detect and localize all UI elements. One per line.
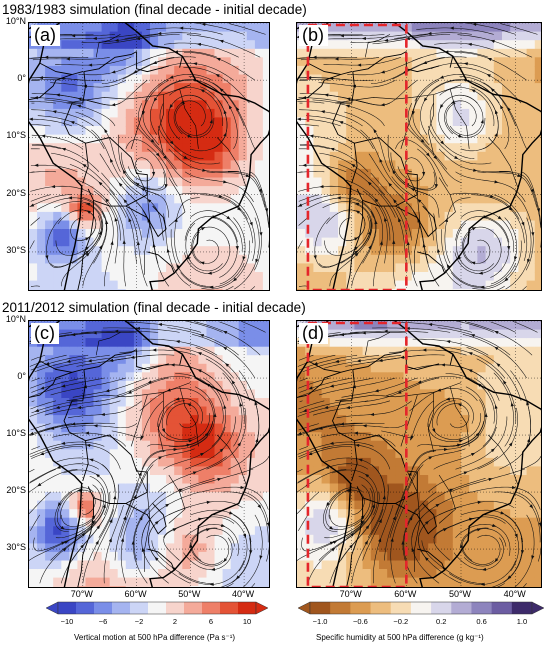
country-borders bbox=[297, 51, 454, 290]
colorbar-tick: 0.2 bbox=[435, 617, 447, 626]
lat-label: 30°S bbox=[6, 542, 26, 553]
lon-label: 50°W bbox=[178, 589, 201, 599]
colorbar-tick: −0.6 bbox=[353, 617, 368, 626]
rivers bbox=[335, 332, 519, 572]
rivers bbox=[335, 34, 519, 275]
region-highlight-box bbox=[306, 321, 408, 587]
country-borders bbox=[29, 349, 183, 587]
shaded-field bbox=[29, 321, 269, 587]
vertical-motion-colorbar: −10 −6 −2 2 6 10 Vertical motion at 500 hPa d… bbox=[45, 598, 269, 646]
gridlines bbox=[29, 23, 269, 290]
colorbar-tick: −6 bbox=[98, 617, 108, 626]
lon-label: 40°W bbox=[232, 589, 255, 599]
colorbar-tick: 10 bbox=[242, 617, 252, 626]
map-panel-a: (a) bbox=[28, 22, 270, 291]
lon-label: 60°W bbox=[124, 589, 147, 599]
map-c-graphic bbox=[29, 321, 269, 587]
south-america-coastline bbox=[29, 321, 269, 587]
lat-label: 10°S bbox=[6, 130, 26, 141]
lat-label: 10°N bbox=[5, 16, 26, 26]
lon-label: 70°W bbox=[339, 589, 362, 599]
country-borders bbox=[297, 349, 454, 587]
lat-label: 0° bbox=[17, 73, 26, 84]
shaded-field bbox=[29, 23, 269, 290]
panel-label-c: (c) bbox=[31, 323, 59, 344]
map-b-graphic bbox=[297, 23, 541, 290]
lat-label: 0° bbox=[17, 371, 26, 382]
map-panel-d: (d) bbox=[296, 320, 542, 588]
lat-label: 30°S bbox=[6, 244, 26, 255]
streamlines bbox=[297, 321, 541, 587]
colorbar-tick: 2 bbox=[172, 617, 178, 626]
map-a-graphic bbox=[29, 23, 269, 290]
lon-label: 60°W bbox=[394, 589, 417, 599]
south-america-coastline bbox=[29, 23, 269, 290]
map-d-graphic bbox=[297, 321, 541, 587]
vertical-motion-colorbar-ramp bbox=[45, 601, 269, 615]
vertical-motion-colorbar-title: Vertical motion at 500 hPa difference (P… bbox=[74, 633, 236, 642]
colorbar-tick: 6 bbox=[208, 617, 214, 626]
colorbar-tick: −2 bbox=[134, 617, 144, 626]
colorbar-tick: −0.2 bbox=[393, 617, 409, 626]
panel-label-d: (d) bbox=[299, 323, 328, 344]
streamlines bbox=[29, 23, 269, 290]
country-borders bbox=[29, 51, 183, 290]
colorbar-tick: −10 bbox=[60, 617, 74, 626]
lat-label: 20°S bbox=[6, 485, 26, 496]
lon-label: 70°W bbox=[70, 589, 93, 599]
colorbar-tick: 0.6 bbox=[476, 617, 487, 626]
lat-label: 10°S bbox=[6, 428, 26, 439]
region-highlight-box bbox=[306, 23, 408, 290]
bottom-row-title: 2011/2012 simulation (final decade - ini… bbox=[2, 300, 306, 315]
map-panel-b: (b) bbox=[296, 22, 542, 291]
lon-label: 50°W bbox=[448, 589, 472, 599]
map-panel-c: (c) bbox=[28, 320, 270, 588]
top-row-title: 1983/1983 simulation (final decade - ini… bbox=[2, 2, 307, 17]
colorbar-tick: −1.0 bbox=[312, 617, 328, 626]
south-america-coastline bbox=[297, 321, 541, 587]
specific-humidity-colorbar-title: Specific humidity at 500 hPa difference … bbox=[316, 633, 484, 642]
gridlines bbox=[297, 23, 541, 290]
panel-label-b: (b) bbox=[299, 25, 328, 46]
panel-label-a: (a) bbox=[31, 25, 60, 46]
rivers bbox=[66, 332, 248, 572]
south-america-coastline bbox=[297, 23, 541, 290]
streamlines bbox=[29, 321, 269, 587]
lon-label: 40°W bbox=[503, 589, 526, 599]
lat-label: 10°N bbox=[5, 314, 26, 324]
shaded-field bbox=[297, 23, 541, 290]
specific-humidity-colorbar-ramp bbox=[297, 601, 545, 615]
specific-humidity-colorbar: −1.0 −0.6 −0.2 0.2 0.6 1.0 Specific humidity … bbox=[297, 598, 545, 646]
rivers bbox=[66, 34, 248, 275]
lat-label: 20°S bbox=[6, 187, 26, 198]
colorbar-tick: 1.0 bbox=[516, 617, 528, 626]
